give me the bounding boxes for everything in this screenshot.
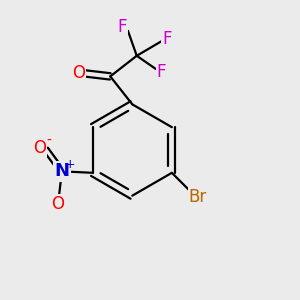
Text: O: O <box>33 139 46 157</box>
Text: O: O <box>51 195 64 213</box>
Text: O: O <box>72 64 85 82</box>
Text: F: F <box>162 30 172 48</box>
Text: F: F <box>118 18 128 36</box>
Text: F: F <box>156 63 166 81</box>
Text: +: + <box>65 158 75 171</box>
Text: Br: Br <box>188 188 207 206</box>
Text: N: N <box>54 162 69 180</box>
Text: -: - <box>46 134 51 148</box>
